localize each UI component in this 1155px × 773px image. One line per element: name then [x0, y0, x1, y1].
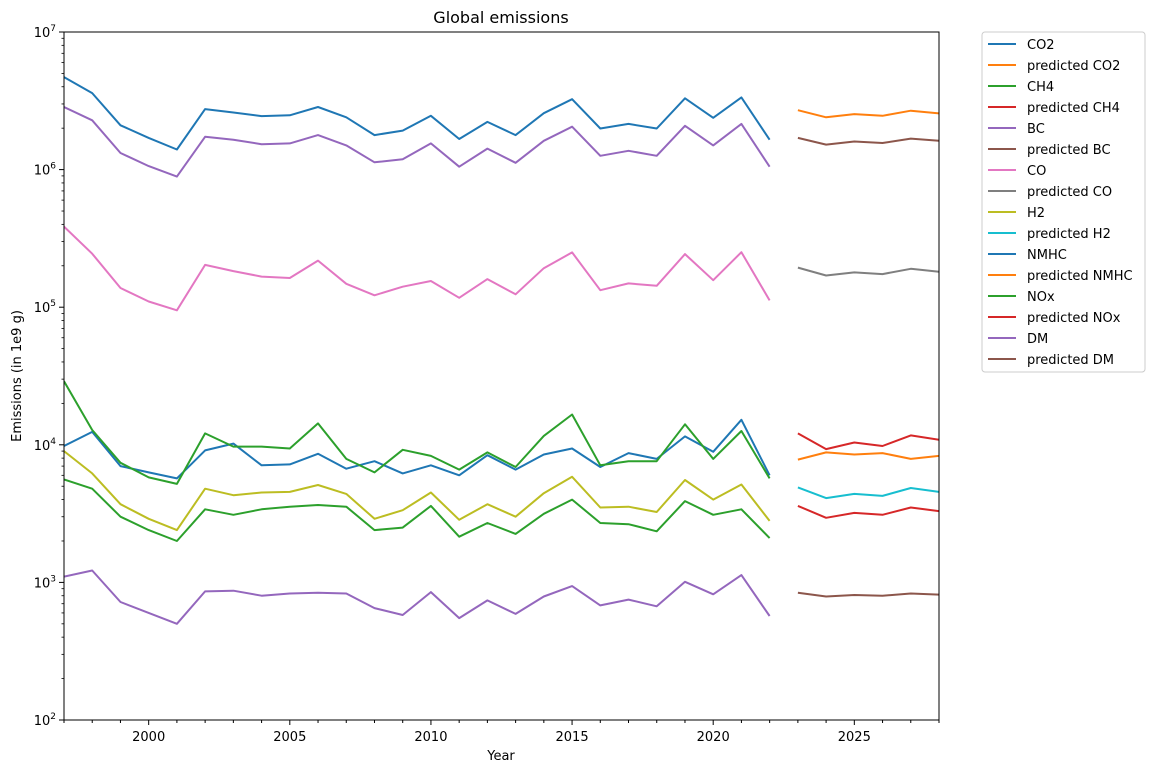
legend-label-co: CO: [1027, 164, 1046, 179]
y-tick-label: 104: [34, 437, 57, 454]
x-tick-label: 2025: [838, 730, 871, 745]
legend-label-predicted-co2: predicted CO2: [1027, 59, 1120, 74]
legend-label-predicted-dm: predicted DM: [1027, 353, 1114, 368]
x-tick-label: 2020: [697, 730, 730, 745]
series-line-predicted-nmhc: [797, 451, 939, 461]
legend-label-predicted-co: predicted CO: [1027, 185, 1112, 200]
legend-label-bc: BC: [1027, 122, 1045, 137]
legend-label-predicted-h2: predicted H2: [1027, 227, 1111, 242]
y-axis-ticks: 102 103 104 105 106 107: [34, 24, 64, 729]
legend-label-predicted-nmhc: predicted NMHC: [1027, 269, 1133, 284]
legend: CO2 predicted CO2 CH4 predicted CH4 BC predic…: [981, 31, 1146, 373]
series-line-predicted-ch4: [797, 504, 939, 519]
series-line-h2: [64, 450, 771, 532]
legend-frame: [981, 31, 1146, 373]
legend-label-co2: CO2: [1027, 38, 1055, 53]
series-line-predicted-h2: [797, 486, 939, 500]
series-line-predicted-co2: [797, 109, 939, 119]
y-tick-label: 103: [34, 574, 56, 591]
series-line-predicted-nox: [797, 432, 939, 451]
x-tick-label: 2015: [556, 730, 589, 745]
series-line-predicted-bc: [797, 136, 939, 146]
y-tick-label: 106: [34, 162, 57, 179]
series-line-bc: [64, 106, 771, 178]
y-tick-label: 105: [34, 299, 56, 316]
legend-label-predicted-ch4: predicted CH4: [1027, 101, 1120, 116]
y-tick-label: 102: [34, 712, 56, 729]
legend-label-nox: NOx: [1027, 290, 1055, 305]
series-line-nmhc: [64, 418, 771, 480]
x-axis-label: Year: [486, 749, 515, 764]
series-line-co2: [64, 76, 771, 151]
legend-label-nmhc: NMHC: [1027, 248, 1067, 263]
x-tick-label: 2005: [273, 730, 306, 745]
chart-title: Global emissions: [433, 8, 568, 27]
series-line-ch4: [64, 478, 771, 542]
series-line-nox: [64, 380, 771, 485]
plot-frame: [63, 31, 940, 721]
legend-label-dm: DM: [1027, 332, 1048, 347]
legend-label-ch4: CH4: [1027, 80, 1054, 95]
x-tick-label: 2010: [414, 730, 447, 745]
series-line-dm: [64, 569, 771, 625]
series-line-predicted-co: [797, 266, 939, 277]
plot-lines: [64, 76, 939, 625]
x-tick-label: 2000: [132, 730, 165, 745]
series-line-co: [64, 225, 771, 312]
y-axis-label: Emissions (in 1e9 g): [10, 310, 25, 442]
legend-label-h2: H2: [1027, 206, 1045, 221]
series-line-predicted-dm: [797, 591, 939, 598]
legend-label-predicted-bc: predicted BC: [1027, 143, 1111, 158]
legend-label-predicted-nox: predicted NOx: [1027, 311, 1121, 326]
x-axis-ticks: 2000 2005 2010 2015 2020 2025: [63, 720, 940, 745]
y-tick-label: 107: [34, 24, 56, 41]
